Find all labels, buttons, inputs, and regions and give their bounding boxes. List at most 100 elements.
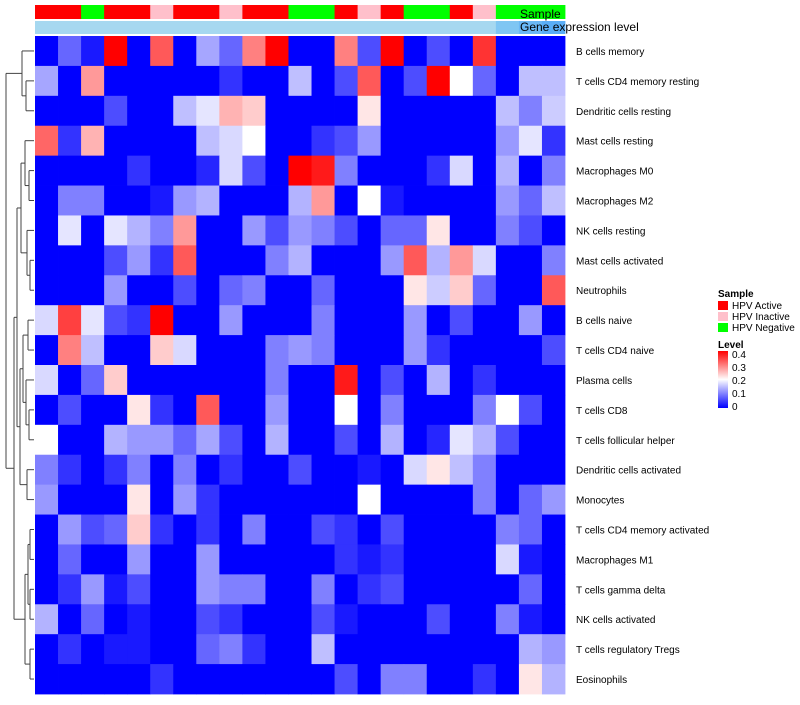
heatmap-cell bbox=[242, 185, 266, 216]
heatmap-cell bbox=[357, 664, 382, 695]
heatmap-cell bbox=[58, 125, 82, 157]
heatmap-cell bbox=[81, 125, 105, 157]
heatmap-cell bbox=[219, 664, 243, 695]
heatmap-cell bbox=[541, 95, 566, 127]
heatmap-cell bbox=[403, 514, 428, 545]
heatmap-cell bbox=[311, 65, 335, 97]
heatmap-cell bbox=[58, 604, 82, 635]
heatmap-cell bbox=[127, 215, 151, 246]
heatmap-cell bbox=[58, 275, 82, 306]
heatmap-cell bbox=[403, 424, 428, 456]
heatmap-cell bbox=[472, 574, 497, 605]
heatmap-cell bbox=[242, 664, 266, 695]
row-label: B cells naive bbox=[576, 316, 633, 327]
heatmap-cell bbox=[58, 95, 82, 127]
heatmap-cell bbox=[150, 65, 174, 97]
heatmap-cell bbox=[35, 634, 59, 665]
heatmap-cell bbox=[541, 394, 566, 426]
heatmap-cell bbox=[311, 574, 335, 605]
heatmap-cell bbox=[357, 275, 382, 306]
heatmap-cell bbox=[334, 604, 359, 635]
heatmap-cell bbox=[518, 335, 543, 366]
expression-annotation-cell bbox=[472, 21, 497, 34]
heatmap-cell bbox=[35, 275, 59, 306]
heatmap-cell bbox=[472, 275, 497, 306]
heatmap-cell bbox=[288, 544, 312, 575]
heatmap-cell bbox=[334, 275, 359, 306]
heatmap-cell bbox=[127, 36, 151, 67]
heatmap-cell bbox=[196, 484, 220, 515]
heatmap-cell bbox=[242, 95, 266, 127]
heatmap-cell bbox=[265, 275, 289, 306]
heatmap-cell bbox=[357, 305, 382, 336]
heatmap-cell bbox=[288, 664, 312, 695]
sample-annotation-cell bbox=[104, 5, 128, 19]
heatmap-cell bbox=[403, 454, 428, 486]
heatmap-cell bbox=[380, 514, 405, 545]
heatmap-cell bbox=[472, 305, 497, 336]
sample-annotation-cell bbox=[173, 5, 197, 19]
heatmap-cell bbox=[265, 215, 289, 246]
heatmap-cell bbox=[541, 484, 566, 515]
heatmap-cell bbox=[35, 604, 59, 635]
heatmap-cell bbox=[380, 65, 405, 97]
heatmap-cell bbox=[127, 604, 151, 635]
heatmap-cell bbox=[219, 36, 243, 67]
heatmap-cell bbox=[265, 65, 289, 97]
expression-annotation-cell bbox=[196, 21, 220, 34]
sample-annotation-cell bbox=[81, 5, 105, 19]
heatmap-cell bbox=[541, 604, 566, 635]
sample-annotation-cell bbox=[150, 5, 174, 19]
heatmap-cell bbox=[449, 305, 474, 336]
heatmap-cell bbox=[288, 305, 312, 336]
heatmap-cell bbox=[288, 125, 312, 157]
heatmap-cell bbox=[288, 484, 312, 515]
expression-annotation-cell bbox=[288, 21, 312, 34]
row-label: Mast cells activated bbox=[576, 256, 663, 267]
heatmap-cell bbox=[173, 365, 197, 396]
heatmap-cell bbox=[472, 664, 497, 695]
heatmap-cell bbox=[449, 95, 474, 127]
row-label: Neutrophils bbox=[576, 286, 627, 297]
heatmap-cell bbox=[311, 424, 335, 456]
heatmap-cell bbox=[518, 215, 543, 246]
heatmap-cell bbox=[242, 394, 266, 426]
heatmap-cell bbox=[518, 544, 543, 575]
heatmap-cell bbox=[541, 664, 566, 695]
heatmap-cell bbox=[35, 245, 59, 276]
heatmap-cell bbox=[311, 305, 335, 336]
heatmap-cell bbox=[242, 574, 266, 605]
legend-level-tick: 0.3 bbox=[732, 363, 746, 374]
heatmap-cell bbox=[58, 484, 82, 515]
row-label: T cells follicular helper bbox=[576, 436, 675, 447]
heatmap-cell bbox=[173, 454, 197, 486]
heatmap-cell bbox=[265, 574, 289, 605]
heatmap-cell bbox=[541, 125, 566, 157]
heatmap-cell bbox=[58, 394, 82, 426]
heatmap-cell bbox=[334, 574, 359, 605]
heatmap-cell bbox=[242, 424, 266, 456]
heatmap-cell bbox=[265, 95, 289, 127]
heatmap-cell bbox=[380, 365, 405, 396]
heatmap-cell bbox=[380, 215, 405, 246]
heatmap-cell bbox=[173, 604, 197, 635]
expression-annotation-cell bbox=[357, 21, 382, 34]
row-label: Eosinophils bbox=[576, 675, 627, 686]
heatmap-cell bbox=[380, 604, 405, 635]
heatmap-cell bbox=[472, 335, 497, 366]
heatmap-cell bbox=[265, 245, 289, 276]
heatmap-cell bbox=[334, 394, 359, 426]
heatmap-cell bbox=[35, 454, 59, 486]
heatmap-cell bbox=[127, 275, 151, 306]
heatmap-cell bbox=[518, 604, 543, 635]
heatmap-cell bbox=[196, 245, 220, 276]
heatmap-cell bbox=[518, 155, 543, 186]
heatmap-cell bbox=[472, 65, 497, 97]
heatmap-cell bbox=[449, 424, 474, 456]
heatmap-cell bbox=[242, 454, 266, 486]
heatmap-cell bbox=[196, 305, 220, 336]
expression-annotation-cell bbox=[219, 21, 243, 34]
heatmap-cell bbox=[357, 245, 382, 276]
heatmap-cell bbox=[334, 155, 359, 186]
